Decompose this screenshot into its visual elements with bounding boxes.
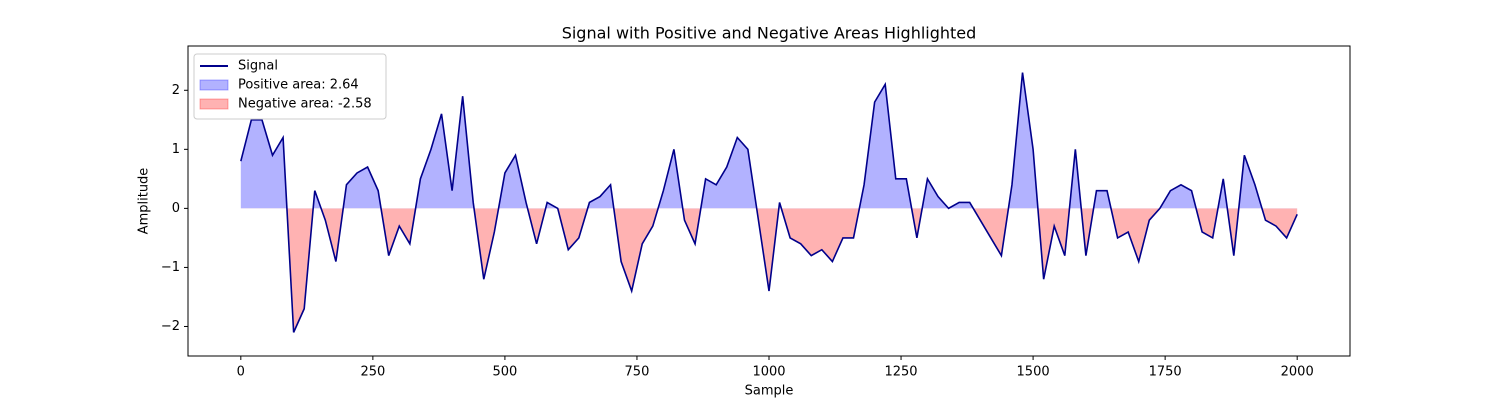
- x-tick-label: 500: [492, 365, 517, 380]
- x-axis-label: Sample: [745, 384, 794, 399]
- chart-title: Signal with Positive and Negative Areas …: [562, 24, 977, 43]
- y-axis-label: Amplitude: [137, 168, 152, 235]
- x-tick-label: 2000: [1281, 365, 1314, 380]
- x-tick-label: 750: [625, 365, 650, 380]
- area-fill: [240, 208, 1298, 333]
- legend-label: Signal: [238, 59, 278, 74]
- y-tick-label: −1: [161, 260, 180, 275]
- y-tick-label: 0: [172, 201, 180, 216]
- x-tick-label: 1750: [1149, 365, 1182, 380]
- legend-patch: [199, 79, 229, 91]
- legend-label: Positive area: 2.64: [238, 78, 359, 93]
- x-tick-label: 1000: [752, 365, 785, 380]
- y-tick-label: 1: [172, 142, 180, 157]
- x-tick-label: 1500: [1017, 365, 1050, 380]
- legend-patch: [199, 98, 229, 110]
- x-tick-label: 0: [237, 365, 245, 380]
- signal-line: [240, 72, 1298, 333]
- y-tick-label: −2: [161, 319, 180, 334]
- legend-label: Negative area: -2.58: [238, 97, 372, 112]
- area-fill: [240, 72, 1262, 209]
- x-tick-label: 250: [360, 365, 385, 380]
- x-tick-label: 1250: [884, 365, 917, 380]
- y-tick-label: 2: [172, 83, 180, 98]
- legend-box: [193, 53, 387, 120]
